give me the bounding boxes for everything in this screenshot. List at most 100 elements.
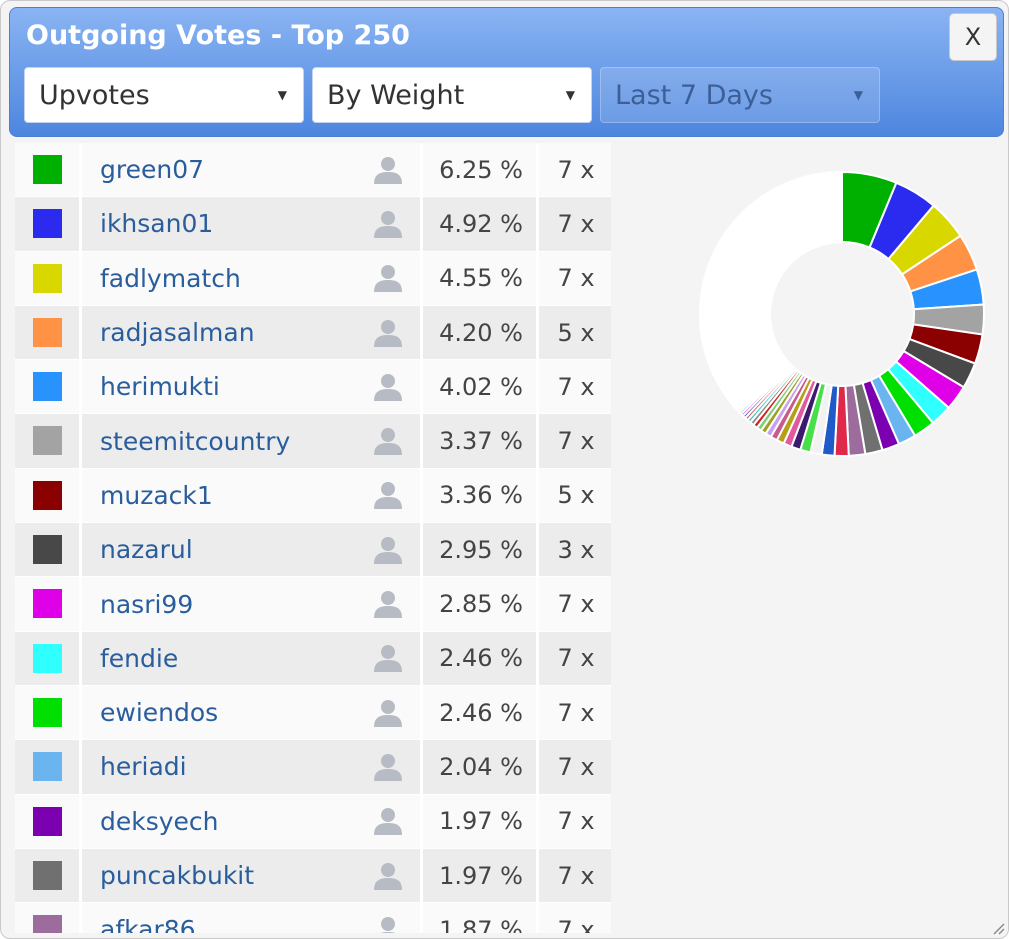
voter-name-link[interactable]: fendie (100, 643, 179, 673)
voter-name-link[interactable]: green07 (100, 155, 205, 185)
chevron-down-icon: ▼ (853, 88, 863, 102)
voter-name-link[interactable]: puncakbukit (100, 861, 255, 890)
voter-name-link[interactable]: nasri99 (100, 589, 194, 619)
table-row[interactable]: fadlymatch 4.55 % 7 x (15, 251, 611, 306)
vote-weight-percent: 4.92 % (439, 209, 523, 238)
table-row[interactable]: heriadi 2.04 % 7 x (15, 740, 611, 795)
vote-weight-percent: 1.97 % (439, 807, 523, 836)
vote-weight-percent: 3.37 % (439, 427, 523, 456)
person-icon[interactable] (372, 360, 404, 413)
table-row[interactable]: green07 6.25 % 7 x (15, 143, 611, 198)
vote-count: 7 x (557, 155, 595, 184)
color-swatch (33, 535, 62, 565)
voter-name-link[interactable]: muzack1 (100, 480, 213, 510)
table-row[interactable]: ewiendos 2.46 % 7 x (15, 685, 611, 741)
color-swatch (33, 643, 62, 673)
table-row[interactable]: muzack1 3.36 % 5 x (15, 468, 611, 524)
vote-count: 7 x (557, 372, 595, 401)
vote-count: 3 x (557, 535, 595, 564)
vote-type-select[interactable]: Upvotes ▼ (24, 67, 304, 123)
person-icon[interactable] (372, 632, 404, 685)
person-icon[interactable] (372, 252, 404, 305)
vote-list[interactable]: green07 6.25 % 7 x ikhsan01 4.92 % 7 x fadlyma… (15, 143, 611, 933)
voter-name-link[interactable]: steemitcountry (100, 426, 291, 456)
person-icon[interactable] (372, 686, 404, 739)
vote-count: 7 x (557, 807, 595, 836)
table-row[interactable]: nasri99 2.85 % 7 x (15, 577, 611, 632)
color-swatch (33, 752, 62, 782)
person-icon[interactable] (372, 143, 404, 196)
voter-name-link[interactable]: ewiendos (100, 698, 219, 728)
voter-name-link[interactable]: afkar86 (100, 915, 196, 933)
chevron-down-icon: ▼ (277, 88, 287, 102)
period-select[interactable]: Last 7 Days ▼ (600, 67, 880, 123)
vote-weight-percent: 2.85 % (439, 590, 523, 619)
person-icon[interactable] (372, 523, 404, 576)
color-swatch (33, 860, 62, 890)
vote-weight-percent: 4.02 % (439, 372, 523, 401)
vote-weight-percent: 2.04 % (439, 752, 523, 781)
sort-value: By Weight (327, 79, 465, 111)
voter-name-link[interactable]: nazarul (100, 535, 193, 565)
vote-weight-percent: 6.25 % (439, 155, 523, 184)
donut-svg (698, 170, 985, 457)
voter-name-link[interactable]: herimukti (100, 372, 220, 402)
person-icon[interactable] (372, 469, 404, 522)
table-row[interactable]: ikhsan01 4.92 % 7 x (15, 197, 611, 252)
vote-count: 7 x (557, 590, 595, 619)
table-row[interactable]: nazarul 2.95 % 3 x (15, 523, 611, 578)
vote-count: 5 x (557, 318, 595, 347)
vote-count: 7 x (557, 698, 595, 727)
period-value: Last 7 Days (615, 79, 773, 111)
person-icon[interactable] (372, 414, 404, 467)
person-icon[interactable] (372, 795, 404, 848)
table-row[interactable]: puncakbukit 1.97 % 7 x (15, 848, 611, 904)
vote-count: 7 x (557, 915, 595, 933)
table-row[interactable]: deksyech 1.97 % 7 x (15, 794, 611, 849)
vote-count: 7 x (557, 861, 595, 890)
table-row[interactable]: steemitcountry 3.37 % 7 x (15, 414, 611, 469)
person-icon[interactable] (372, 903, 404, 933)
vote-weight-percent: 2.46 % (439, 644, 523, 673)
color-swatch (33, 209, 62, 239)
color-swatch (33, 155, 62, 184)
chevron-down-icon: ▼ (565, 88, 575, 102)
vote-count: 5 x (557, 481, 595, 510)
color-swatch (33, 589, 62, 619)
vote-weight-percent: 2.95 % (439, 535, 523, 564)
vote-count: 7 x (557, 209, 595, 238)
vote-weight-percent: 1.97 % (439, 861, 523, 890)
resize-handle-icon[interactable] (991, 921, 1005, 935)
vote-weight-percent: 2.46 % (439, 698, 523, 727)
person-icon[interactable] (372, 577, 404, 630)
vote-count: 7 x (557, 644, 595, 673)
person-icon[interactable] (372, 197, 404, 250)
table-row[interactable]: fendie 2.46 % 7 x (15, 631, 611, 686)
sort-select[interactable]: By Weight ▼ (312, 67, 592, 123)
vote-weight-percent: 4.20 % (439, 318, 523, 347)
voter-name-link[interactable]: heriadi (100, 752, 187, 782)
person-icon[interactable] (372, 740, 404, 793)
color-swatch (33, 317, 62, 347)
color-swatch (33, 372, 62, 402)
person-icon[interactable] (372, 306, 404, 359)
table-row[interactable]: afkar86 1.87 % 7 x (15, 903, 611, 933)
person-icon[interactable] (372, 849, 404, 902)
donut-slice-338 (839, 170, 843, 244)
table-row[interactable]: radjasalman 4.20 % 5 x (15, 305, 611, 361)
color-swatch (33, 480, 62, 510)
color-swatch (33, 263, 62, 293)
close-button[interactable]: X (949, 13, 997, 61)
vote-count: 7 x (557, 427, 595, 456)
voter-name-link[interactable]: radjasalman (100, 318, 255, 348)
voter-name-link[interactable]: deksyech (100, 806, 219, 836)
vote-weight-percent: 1.87 % (439, 915, 523, 933)
color-swatch (33, 697, 62, 727)
table-row[interactable]: herimukti 4.02 % 7 x (15, 360, 611, 415)
color-swatch (33, 915, 62, 933)
voter-name-link[interactable]: ikhsan01 (100, 209, 214, 239)
voter-name-link[interactable]: fadlymatch (100, 263, 241, 293)
vote-count: 7 x (557, 264, 595, 293)
vote-count: 7 x (557, 752, 595, 781)
dialog-header: Outgoing Votes - Top 250 X Upvotes ▼ By … (9, 7, 1004, 137)
